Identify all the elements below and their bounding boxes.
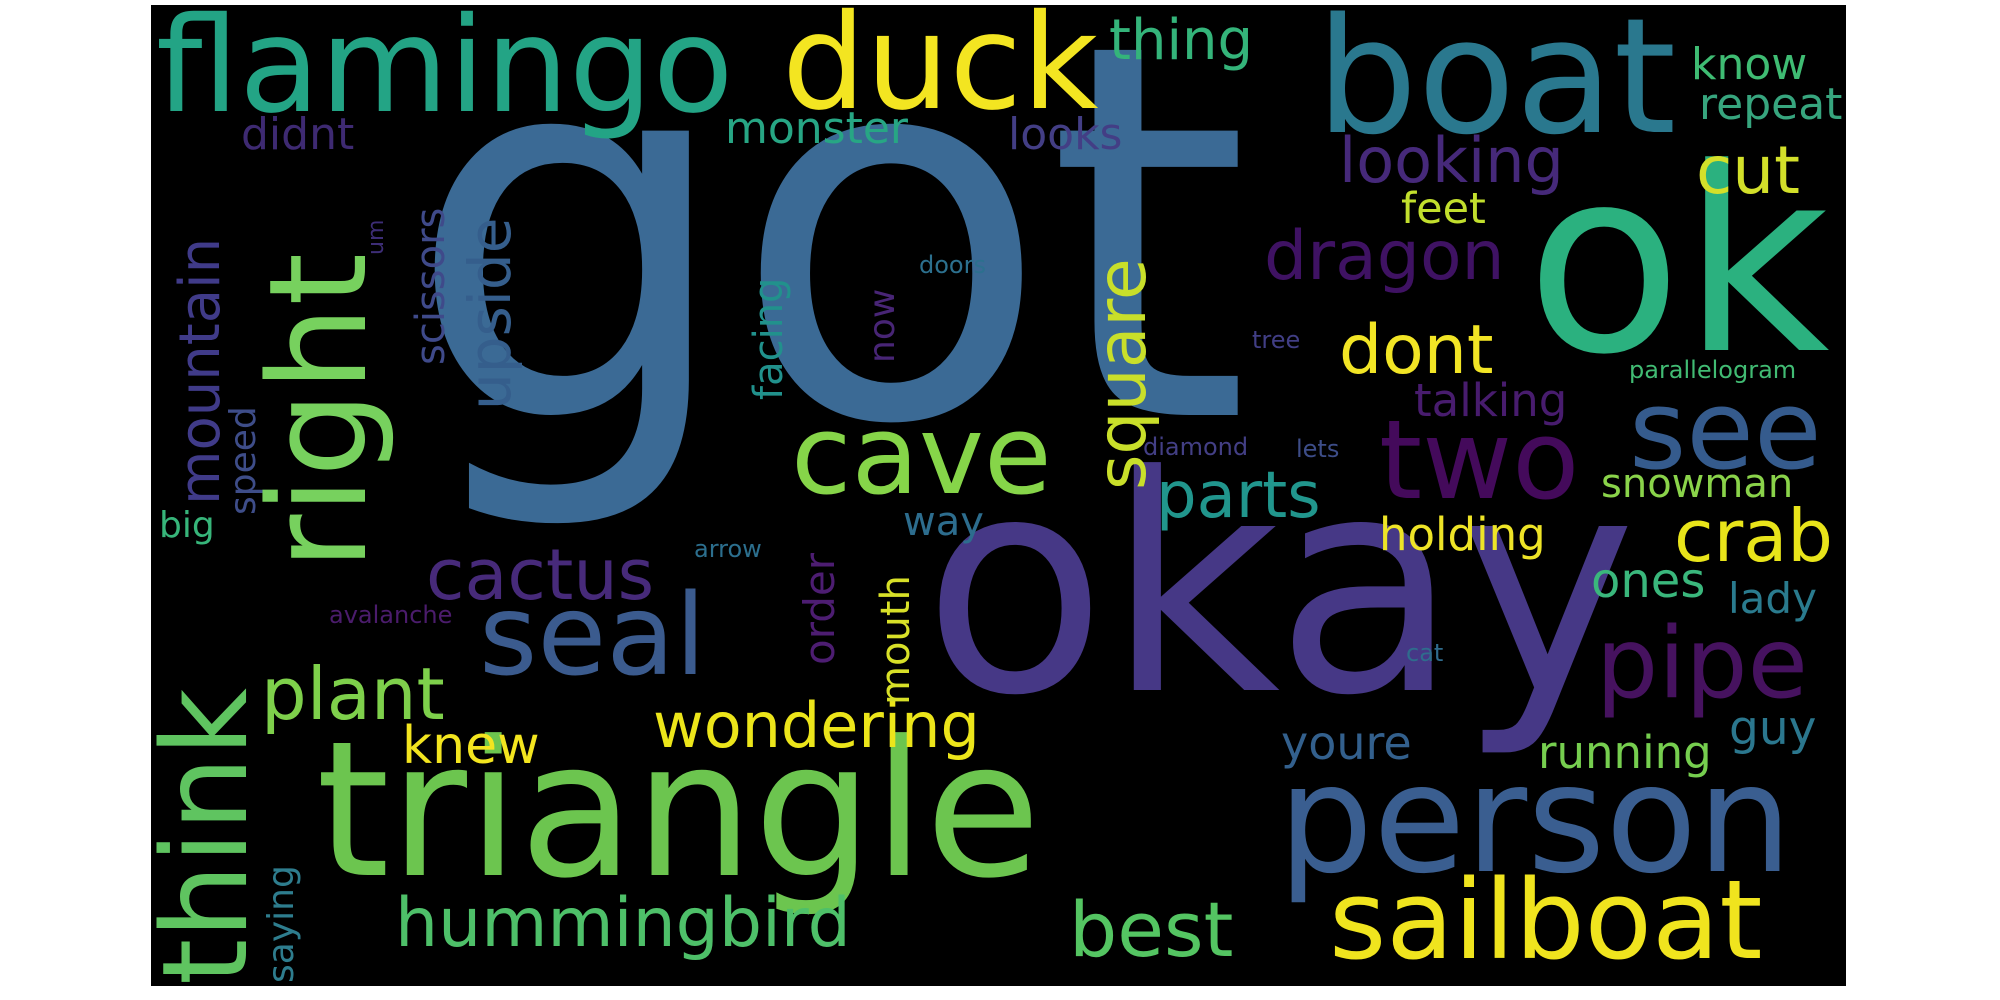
word-looking: looking (1339, 124, 1564, 197)
word-tree: tree (1252, 326, 1301, 354)
word-lets: lets (1296, 435, 1340, 463)
word-okay: okay (923, 412, 1637, 761)
word-pipe: pipe (1596, 607, 1808, 721)
word-ones: ones (1591, 553, 1706, 609)
word-mouth: mouth (873, 575, 919, 705)
word-monster: monster (725, 103, 909, 154)
word-order: order (795, 553, 844, 665)
word-wondering: wondering (653, 689, 980, 762)
word-cave: cave (791, 391, 1052, 519)
word-big: big (159, 505, 215, 546)
word-dragon: dragon (1264, 217, 1505, 296)
word-see: see (1629, 366, 1822, 494)
word-seal: seal (479, 571, 707, 701)
word-saying: saying (261, 865, 302, 983)
word-looks: looks (1008, 109, 1123, 160)
word-got: got (406, 5, 1250, 538)
word-triangle: triangle (316, 701, 1041, 920)
word-lady: lady (1728, 574, 1817, 623)
word-cloud: got okay triangle ok boat person flaming… (151, 5, 1846, 986)
word-knew: knew (402, 716, 540, 776)
word-speed: speed (223, 406, 264, 515)
word-scissors: scissors (408, 207, 454, 365)
word-two: two (1379, 396, 1580, 524)
word-know: know (1691, 39, 1808, 90)
word-feet: feet (1401, 184, 1486, 234)
word-running: running (1538, 726, 1712, 779)
word-cat: cat (1406, 639, 1444, 667)
word-snowman: snowman (1601, 461, 1794, 507)
word-way: way (903, 499, 984, 545)
word-parts: parts (1156, 459, 1321, 533)
word-arrow: arrow (694, 535, 762, 563)
word-youre: youre (1281, 716, 1412, 770)
word-duck: duck (782, 5, 1099, 140)
word-now: now (862, 288, 903, 363)
word-boat: boat (1316, 5, 1677, 170)
word-didnt: didnt (241, 109, 355, 160)
word-crab: crab (1674, 494, 1834, 578)
word-ok: ok (1526, 114, 1830, 411)
word-mountain: mountain (168, 237, 233, 505)
word-cut: cut (1696, 132, 1800, 209)
word-dont: dont (1339, 311, 1494, 390)
word-hummingbird: hummingbird (395, 884, 851, 963)
word-diamond: diamond (1143, 433, 1249, 461)
word-guy: guy (1729, 701, 1817, 756)
word-talking: talking (1414, 374, 1568, 427)
word-person: person (1278, 733, 1793, 907)
word-flamingo: flamingo (156, 5, 734, 143)
word-repeat: repeat (1699, 79, 1843, 130)
word-avalanche: avalanche (329, 601, 453, 629)
word-cactus: cactus (426, 534, 655, 616)
word-sailboat: sailboat (1329, 856, 1763, 984)
word-best: best (1069, 885, 1234, 974)
word-doors: doors (919, 251, 986, 279)
word-think: think (151, 688, 274, 985)
word-holding: holding (1379, 508, 1546, 561)
word-thing: thing (1109, 8, 1254, 73)
word-facing: facing (746, 277, 792, 400)
word-parallelogram: parallelogram (1629, 356, 1797, 384)
word-right: right (240, 252, 397, 570)
word-um: um (364, 219, 389, 255)
word-upside: upside (456, 217, 524, 410)
word-plant: plant (261, 652, 445, 736)
